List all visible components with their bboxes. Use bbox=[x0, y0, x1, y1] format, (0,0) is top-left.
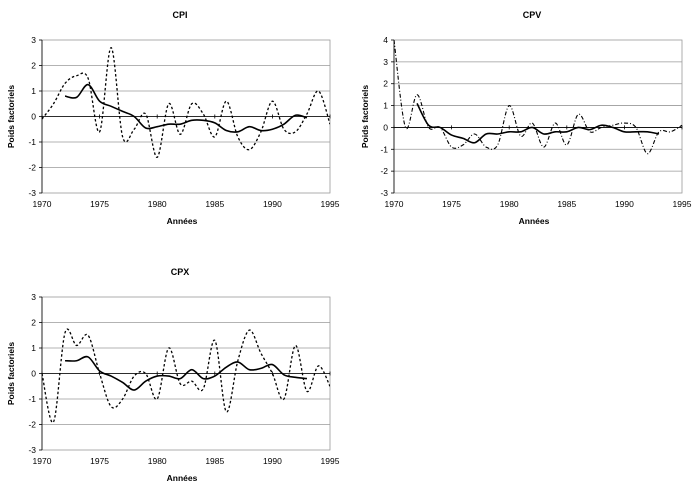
series-line-solid bbox=[416, 103, 660, 144]
x-tick-label: 1995 bbox=[321, 456, 340, 466]
y-tick-label: 3 bbox=[383, 57, 388, 67]
chart-title: CPI bbox=[172, 10, 187, 20]
series-line-dashed bbox=[42, 46, 330, 158]
series-line-solid bbox=[65, 355, 308, 391]
x-tick-label: 1975 bbox=[442, 199, 461, 209]
x-tick-label: 1975 bbox=[90, 199, 109, 209]
y-tick-label: -3 bbox=[380, 188, 388, 198]
x-tick-label: 1995 bbox=[673, 199, 692, 209]
y-tick-label: 1 bbox=[383, 101, 388, 111]
x-tick-label: 1990 bbox=[615, 199, 634, 209]
y-tick-label: -3 bbox=[28, 188, 36, 198]
x-tick-label: 1970 bbox=[385, 199, 404, 209]
y-axis-label: Poids factoriels bbox=[6, 85, 16, 149]
y-tick-label: 3 bbox=[31, 35, 36, 45]
x-axis-label: Années bbox=[167, 473, 198, 483]
y-tick-label: -1 bbox=[28, 137, 36, 147]
y-tick-label: 2 bbox=[31, 61, 36, 71]
y-tick-label: -1 bbox=[28, 394, 36, 404]
x-tick-label: 1980 bbox=[500, 199, 519, 209]
x-axis-label: Années bbox=[519, 216, 550, 226]
y-tick-label: 3 bbox=[31, 292, 36, 302]
y-tick-label: -3 bbox=[28, 445, 36, 455]
x-tick-label: 1985 bbox=[205, 199, 224, 209]
series-line-dashed bbox=[394, 40, 682, 155]
y-tick-label: 0 bbox=[31, 369, 36, 379]
x-tick-label: 1970 bbox=[33, 199, 52, 209]
x-tick-label: 1990 bbox=[263, 456, 282, 466]
chart-cpv: -3 -2 -1 0 1 2 3 4 1970 1975 1980 1985 1990 1995 CPV An… bbox=[360, 10, 692, 226]
y-tick-label: 1 bbox=[31, 343, 36, 353]
y-axis-label: Poids factoriels bbox=[360, 85, 370, 149]
chart-title: CPV bbox=[523, 10, 542, 20]
series-line-solid bbox=[64, 83, 308, 133]
y-tick-label: 0 bbox=[383, 122, 388, 132]
y-tick-label: -1 bbox=[380, 144, 388, 154]
chart-cpx: -3 -2 -1 0 1 2 3 1970 1975 1980 1985 1990 1995 CPX Ann… bbox=[6, 267, 340, 483]
chart-cpi: -3 -2 -1 0 1 2 3 1970 1975 1980 1985 1990 1995 CPI Ann… bbox=[6, 10, 340, 226]
y-tick-label: 0 bbox=[31, 112, 36, 122]
x-tick-label: 1985 bbox=[557, 199, 576, 209]
y-axis-label: Poids factoriels bbox=[6, 342, 16, 406]
x-tick-label: 1970 bbox=[33, 456, 52, 466]
y-tick-label: 2 bbox=[383, 79, 388, 89]
y-tick-label: 4 bbox=[383, 35, 388, 45]
y-tick-label: -2 bbox=[28, 163, 36, 173]
plot-area bbox=[393, 39, 683, 194]
x-tick-label: 1975 bbox=[90, 456, 109, 466]
y-tick-label: 2 bbox=[31, 318, 36, 328]
y-tick-label: 1 bbox=[31, 86, 36, 96]
x-tick-label: 1990 bbox=[263, 199, 282, 209]
series-line-dashed bbox=[42, 328, 330, 423]
x-tick-label: 1980 bbox=[148, 456, 167, 466]
y-tick-label: -2 bbox=[380, 166, 388, 176]
y-tick-label: -2 bbox=[28, 420, 36, 430]
x-tick-label: 1995 bbox=[321, 199, 340, 209]
x-tick-label: 1980 bbox=[148, 199, 167, 209]
x-tick-label: 1985 bbox=[205, 456, 224, 466]
x-axis-label: Années bbox=[167, 216, 198, 226]
chart-title: CPX bbox=[171, 267, 190, 277]
